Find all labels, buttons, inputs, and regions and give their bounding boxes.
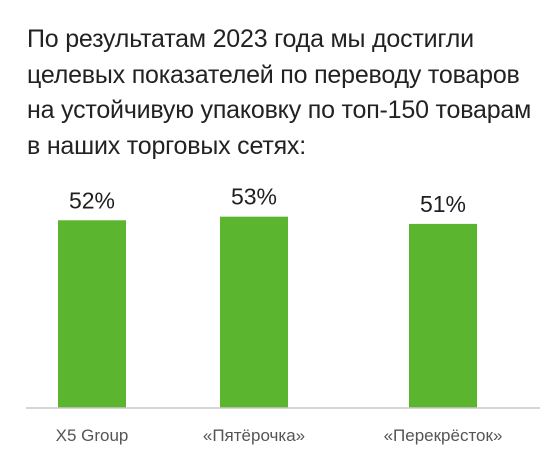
value-label-3: 51% [420,191,466,217]
bar-3 [409,223,477,408]
labels-layer: 52% X5 Group 53% «Пятёрочка» 51% «Перекрёсток… [56,184,503,445]
category-label-1: X5 Group [56,426,129,445]
category-label-2: «Пятёрочка» [203,426,305,445]
category-label-3: «Перекрёсток» [384,426,503,445]
chart-title: По результатам 2023 года мы достигли цел… [27,25,532,160]
value-label-1: 52% [69,187,115,213]
bar-2 [220,216,288,408]
bars-layer [58,216,477,408]
value-label-2: 53% [231,184,277,210]
bar-1 [58,220,126,408]
